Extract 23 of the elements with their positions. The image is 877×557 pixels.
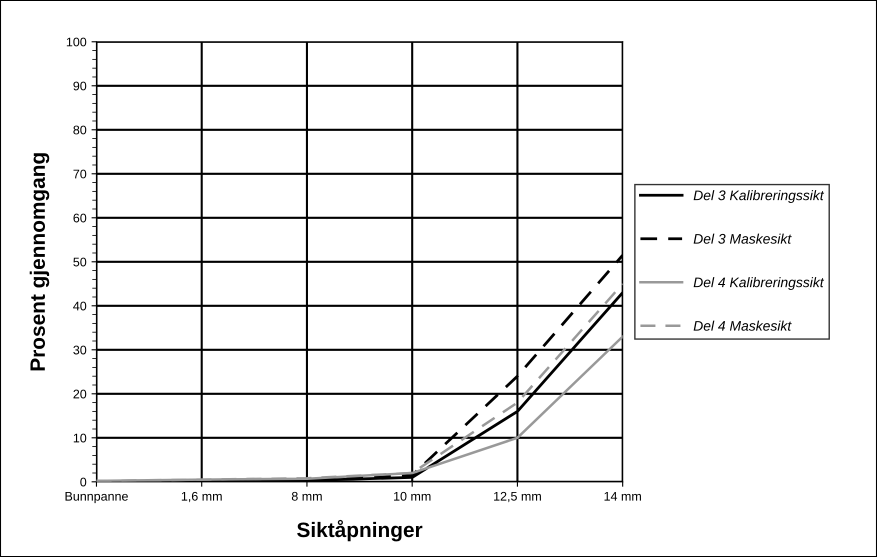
legend-label: Del 4 Kalibreringssikt [694,277,824,290]
legend-label: Del 3 Kalibreringssikt [694,190,824,204]
y-tick-label: 70 [73,170,86,178]
legend-label: Del 3 Maskesikt [694,234,792,244]
y-tick-label: 40 [73,302,86,310]
y-tick-label: 60 [73,214,86,222]
y-axis-title: Prosent gjennomgang [30,153,50,370]
x-tick-label: 10 mm [394,492,430,501]
y-tick-label: 30 [73,346,86,354]
y-tick-label: 50 [73,258,86,266]
x-tick-label: 12,5 mm [494,492,541,502]
x-axis-title: Siktåpninger [297,520,422,542]
y-tick-label: 90 [73,82,86,90]
x-tick-label: 1,6 mm [182,492,222,502]
y-tick-label: 10 [74,434,86,442]
x-tick-label: Bunnpanne [66,492,128,504]
y-tick-label: 20 [73,390,86,398]
x-tick-label: 14 mm [604,492,641,501]
y-tick-label: 80 [73,126,86,134]
y-tick-label: 100 [66,38,86,46]
y-tick-label: 0 [80,478,86,486]
x-tick-label: 8 mm [292,492,322,501]
legend-label: Del 4 Maskesikt [694,320,792,331]
